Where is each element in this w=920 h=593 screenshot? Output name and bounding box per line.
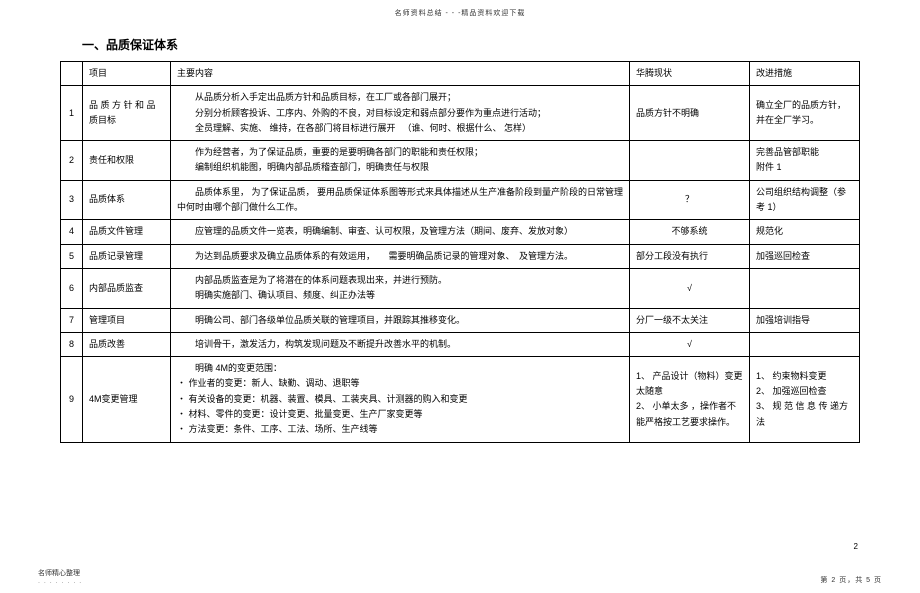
footer-left: 名师精心整理 . . . . . . . . (38, 568, 82, 585)
table-row: 4品质文件管理 应管理的品质文件一览表，明确编制、审查、认可权限，及管理方法（期… (61, 220, 860, 244)
cell-improve (750, 332, 860, 356)
cell-improve: 规范化 (750, 220, 860, 244)
footer-left-dots: . . . . . . . . (38, 578, 82, 585)
cell-project: 管理项目 (83, 308, 171, 332)
cell-status: 部分工段没有执行 (630, 244, 750, 268)
table-row: 8品质改善 培训骨干，激发活力，构筑发现问题及不断提升改善水平的机制。√ (61, 332, 860, 356)
page-header: 名师资料总结 - - -精品资料欢迎下载 (60, 8, 860, 18)
cell-idx: 6 (61, 268, 83, 308)
cell-main: 明确公司、部门各级单位品质关联的管理项目，并跟踪其推移变化。 (171, 308, 630, 332)
cell-idx: 7 (61, 308, 83, 332)
table-row: 94M变更管理 明确 4M的变更范围： ・ 作业者的变更：新人、缺勤、调动、退职… (61, 357, 860, 442)
cell-idx: 9 (61, 357, 83, 442)
cell-main: 内部品质监查是为了将潜在的体系问题表现出来，并进行预防。 明确实施部门、确认项目… (171, 268, 630, 308)
col-improve: 改进措施 (750, 62, 860, 86)
table-row: 2责任和权限 作为经营者，为了保证品质，重要的是要明确各部门的职能和责任权限； … (61, 141, 860, 181)
cell-project: 品质改善 (83, 332, 171, 356)
cell-status: 品质方针不明确 (630, 86, 750, 141)
col-idx (61, 62, 83, 86)
cell-main: 品质体系里， 为了保证品质， 要用品质保证体系图等形式来具体描述从生产准备阶段到… (171, 180, 630, 220)
table-row: 3品质体系 品质体系里， 为了保证品质， 要用品质保证体系图等形式来具体描述从生… (61, 180, 860, 220)
cell-improve: 加强培训指导 (750, 308, 860, 332)
cell-improve (750, 268, 860, 308)
cell-project: 品质文件管理 (83, 220, 171, 244)
cell-project: 品 质 方 针 和 品质目标 (83, 86, 171, 141)
cell-project: 内部品质监查 (83, 268, 171, 308)
cell-project: 品质体系 (83, 180, 171, 220)
footer-left-main: 名师精心整理 (38, 570, 80, 577)
section-title: 一、品质保证体系 (82, 36, 860, 53)
cell-main: 应管理的品质文件一览表，明确编制、审查、认可权限，及管理方法（期间、废弃、发放对… (171, 220, 630, 244)
cell-main: 为达到品质要求及确立品质体系的有效运用， 需要明确品质记录的管理对象、 及管理方… (171, 244, 630, 268)
cell-idx: 1 (61, 86, 83, 141)
col-main: 主要内容 (171, 62, 630, 86)
cell-improve: 确立全厂的品质方针，并在全厂学习。 (750, 86, 860, 141)
cell-main: 从品质分析入手定出品质方针和品质目标，在工厂或各部门展开； 分别分析顾客投诉、工… (171, 86, 630, 141)
cell-status: 分厂一级不太关注 (630, 308, 750, 332)
page-number-side: 2 (854, 542, 858, 551)
table-header-row: 项目 主要内容 华腾现状 改进措施 (61, 62, 860, 86)
table-row: 5品质记录管理 为达到品质要求及确立品质体系的有效运用， 需要明确品质记录的管理… (61, 244, 860, 268)
cell-idx: 4 (61, 220, 83, 244)
cell-main: 作为经营者，为了保证品质，重要的是要明确各部门的职能和责任权限； 编制组织机能图… (171, 141, 630, 181)
cell-main: 培训骨干，激发活力，构筑发现问题及不断提升改善水平的机制。 (171, 332, 630, 356)
cell-idx: 3 (61, 180, 83, 220)
cell-main: 明确 4M的变更范围： ・ 作业者的变更：新人、缺勤、调动、退职等 ・ 有关设备… (171, 357, 630, 442)
col-status: 华腾现状 (630, 62, 750, 86)
col-project: 项目 (83, 62, 171, 86)
cell-status: ？ (630, 180, 750, 220)
table-row: 7管理项目 明确公司、部门各级单位品质关联的管理项目，并跟踪其推移变化。分厂一级… (61, 308, 860, 332)
cell-idx: 8 (61, 332, 83, 356)
cell-status: 1、 产品设计（物料）变更太随意 2、 小单太多 ，操作者不能严格按工艺要求操作… (630, 357, 750, 442)
cell-improve: 完善品管部职能 附件 1 (750, 141, 860, 181)
cell-project: 责任和权限 (83, 141, 171, 181)
table-row: 6内部品质监查 内部品质监查是为了将潜在的体系问题表现出来，并进行预防。 明确实… (61, 268, 860, 308)
cell-status: √ (630, 332, 750, 356)
footer-right: 第 2 页，共 5 页 (820, 575, 882, 585)
cell-improve: 公司组织结构调整（参考 1） (750, 180, 860, 220)
cell-status: 不够系统 (630, 220, 750, 244)
cell-improve: 加强巡回检查 (750, 244, 860, 268)
cell-project: 品质记录管理 (83, 244, 171, 268)
table-row: 1品 质 方 针 和 品质目标 从品质分析入手定出品质方针和品质目标，在工厂或各… (61, 86, 860, 141)
cell-project: 4M变更管理 (83, 357, 171, 442)
quality-system-table: 项目 主要内容 华腾现状 改进措施 1品 质 方 针 和 品质目标 从品质分析入… (60, 61, 860, 443)
cell-idx: 5 (61, 244, 83, 268)
cell-status (630, 141, 750, 181)
cell-improve: 1、 约束物料变更 2、 加强巡回检查 3、 规 范 信 息 传 递方法 (750, 357, 860, 442)
cell-idx: 2 (61, 141, 83, 181)
cell-status: √ (630, 268, 750, 308)
